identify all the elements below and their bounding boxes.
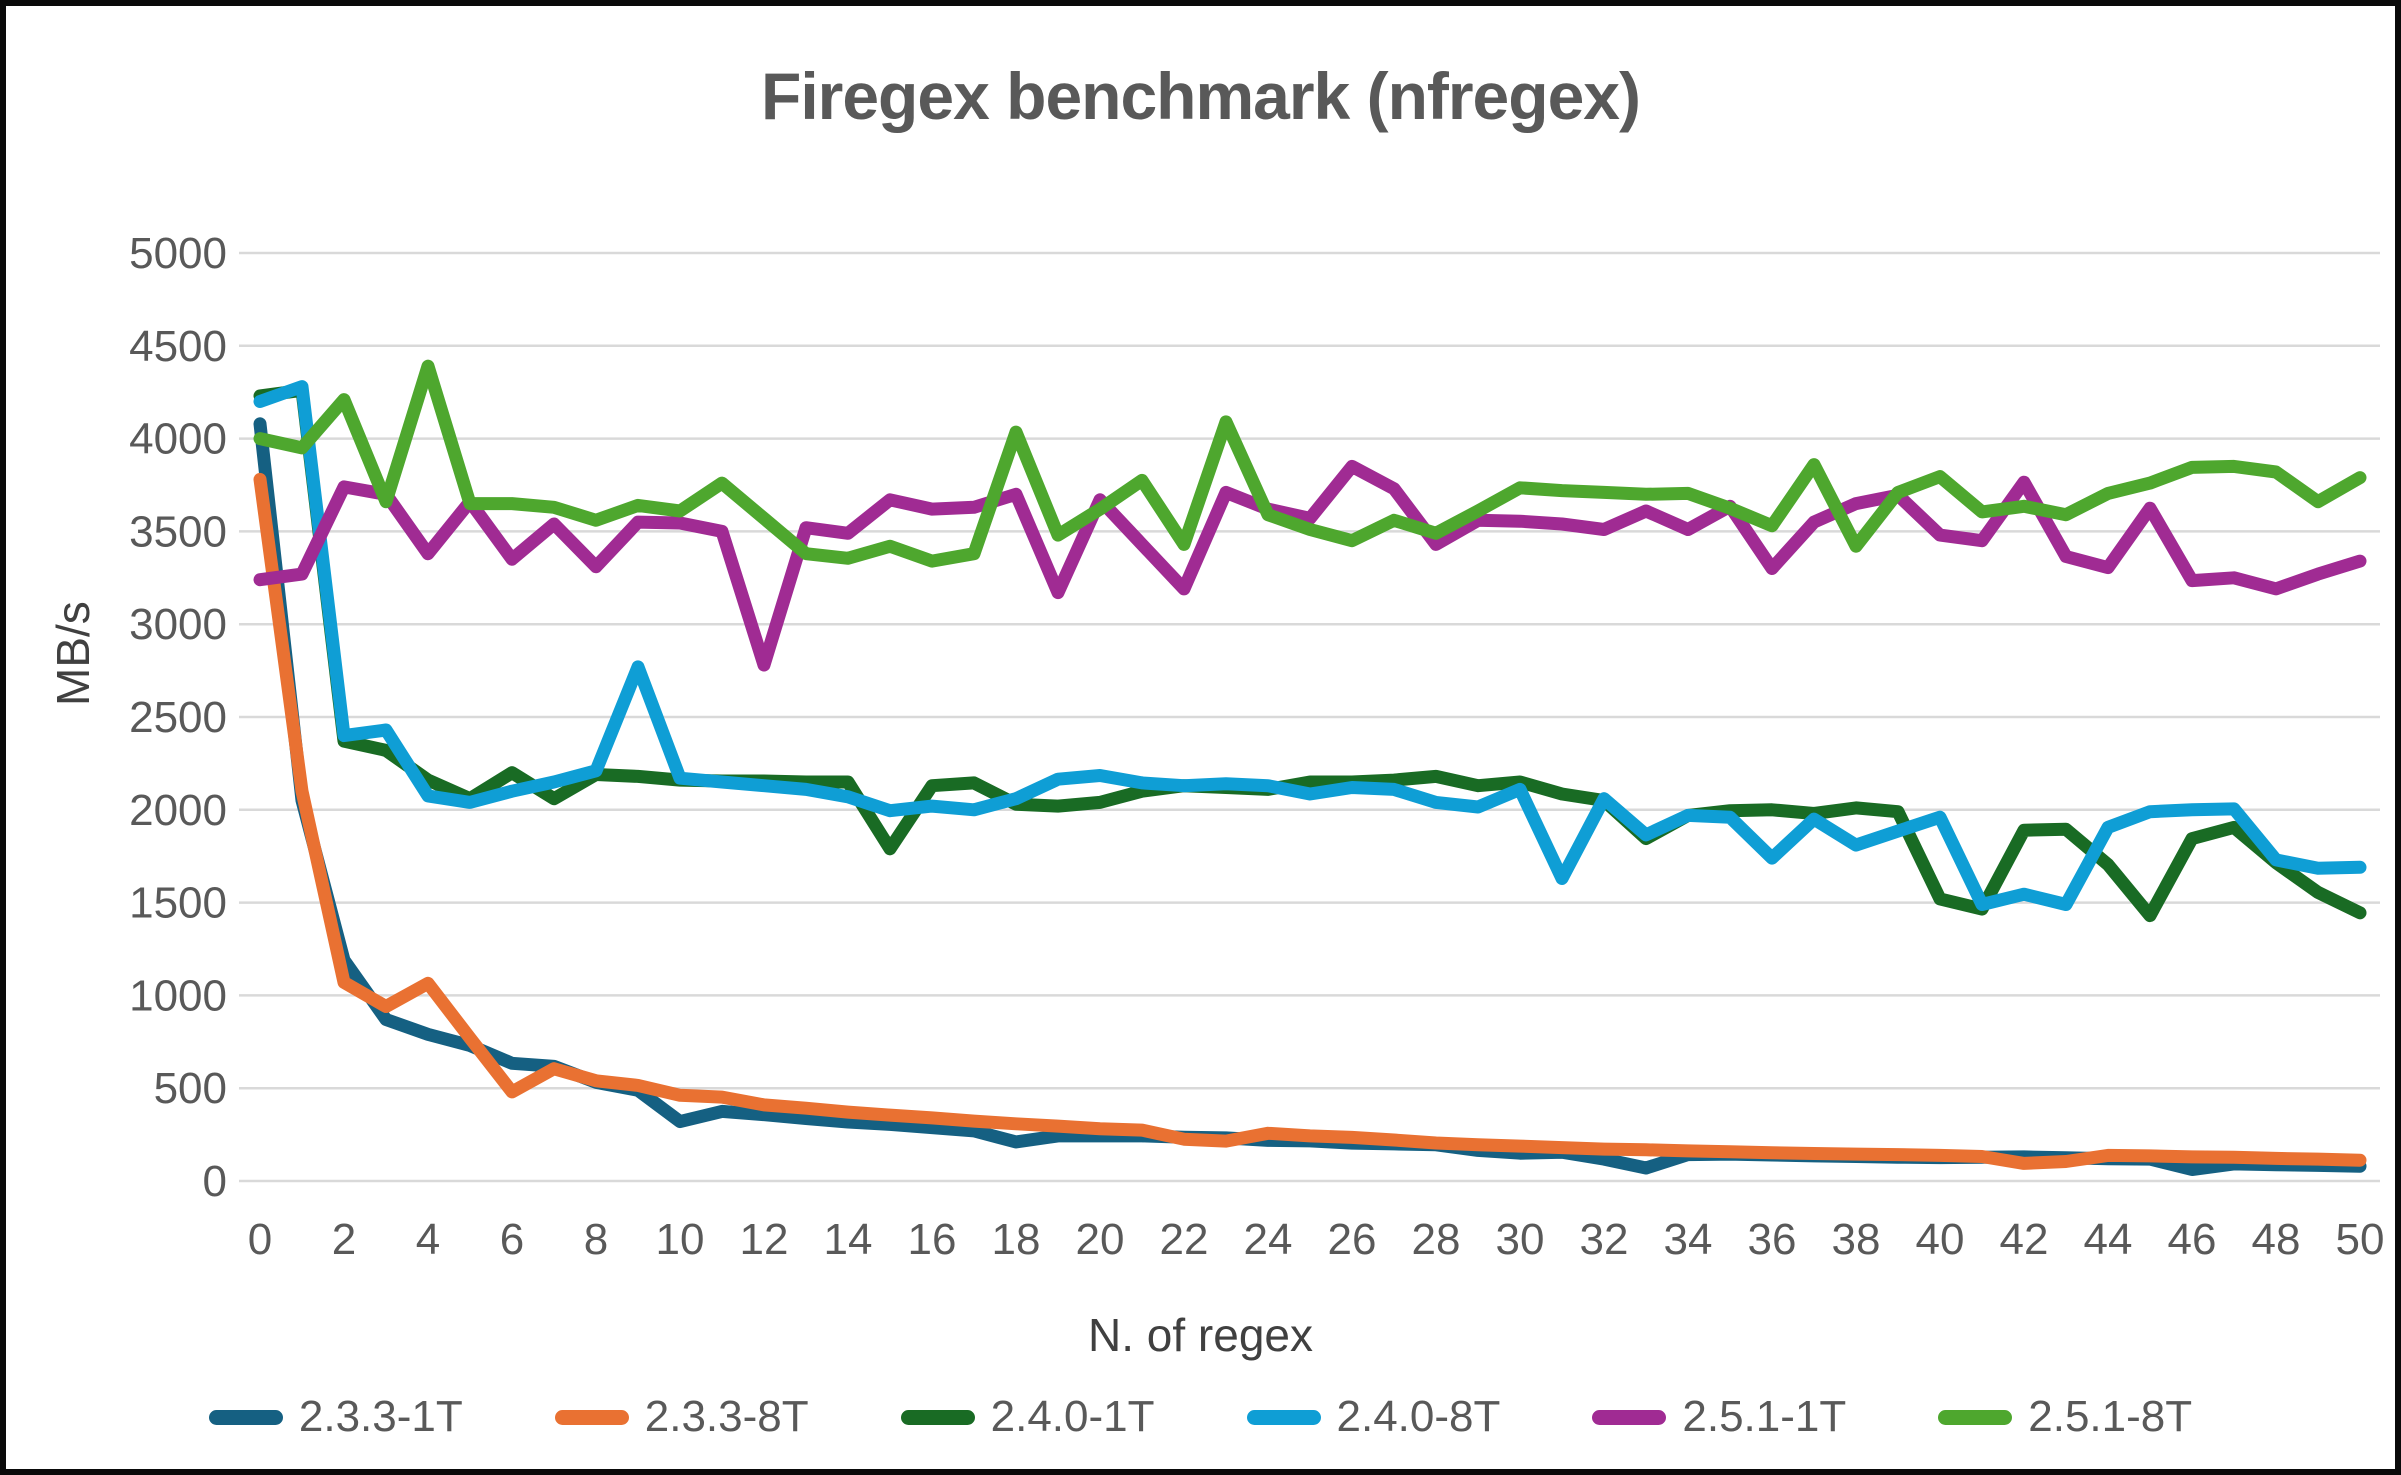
x-tick-label-32: 32	[1580, 1215, 1629, 1264]
y-tick-label-1000: 1000	[129, 971, 227, 1020]
x-tick-label-48: 48	[2252, 1215, 2301, 1264]
series-line-2.4.0-8T	[253, 380, 2367, 911]
x-tick-label-38: 38	[1832, 1215, 1881, 1264]
x-tick-label-30: 30	[1496, 1215, 1545, 1264]
series-line-2.5.1-1T	[253, 459, 2367, 672]
legend-label-2.4.0-1T: 2.4.0-1T	[990, 1392, 1155, 1441]
y-tick-label-4000: 4000	[129, 415, 227, 464]
series-line-2.4.0-1T	[253, 383, 2367, 923]
y-tick-label-0: 0	[203, 1157, 227, 1206]
x-tick-label-0: 0	[248, 1215, 272, 1264]
y-tick-label-500: 500	[154, 1064, 227, 1113]
series-line-2.3.3-8T	[253, 472, 2367, 1170]
x-tick-label-18: 18	[992, 1215, 1041, 1264]
x-tick-label-40: 40	[1916, 1215, 1965, 1264]
legend-item-2.5.1-8T: 2.5.1-8T	[1938, 1392, 2192, 1442]
y-tick-label-5000: 5000	[129, 229, 227, 278]
x-tick-label-6: 6	[500, 1215, 524, 1264]
legend-label-2.5.1-1T: 2.5.1-1T	[1682, 1392, 1847, 1441]
legend-label-2.4.0-8T: 2.4.0-8T	[1336, 1392, 1501, 1441]
y-axis-title: MB/s	[47, 601, 99, 706]
plot-area: 0500100015002000250030003500400045005000…	[129, 229, 2385, 1264]
x-tick-label-24: 24	[1244, 1215, 1293, 1264]
x-tick-label-14: 14	[824, 1215, 873, 1264]
x-tick-label-26: 26	[1328, 1215, 1377, 1264]
legend-swatch-2.3.3-8T	[554, 1409, 629, 1425]
legend-item-2.3.3-8T: 2.3.3-8T	[554, 1392, 809, 1442]
x-tick-label-4: 4	[416, 1215, 440, 1264]
series-line-2.5.1-8T	[253, 359, 2367, 568]
legend-label-2.3.3-8T: 2.3.3-8T	[644, 1392, 809, 1441]
legend-swatch-2.4.0-1T	[900, 1409, 975, 1425]
legend-swatch-2.3.3-1T	[208, 1409, 283, 1425]
y-tick-label-2000: 2000	[129, 786, 227, 835]
y-tick-label-1500: 1500	[129, 879, 227, 928]
y-tick-label-2500: 2500	[129, 693, 227, 742]
legend-swatch-2.5.1-1T	[1592, 1409, 1667, 1425]
x-tick-label-34: 34	[1664, 1215, 1713, 1264]
x-tick-label-44: 44	[2084, 1215, 2133, 1264]
chart-title: Firegex benchmark (nfregex)	[761, 59, 1641, 133]
x-tick-label-16: 16	[908, 1215, 957, 1264]
legend-item-2.5.1-1T: 2.5.1-1T	[1592, 1392, 1846, 1442]
x-tick-label-20: 20	[1076, 1215, 1125, 1264]
x-tick-label-10: 10	[656, 1215, 705, 1264]
chart-legend: 2.3.3-1T 2.3.3-8T 2.4.0-1T 2.4.0-8T 2.5.1-1T…	[6, 1392, 2395, 1442]
x-tick-label-46: 46	[2168, 1215, 2217, 1264]
legend-item-2.4.0-8T: 2.4.0-8T	[1246, 1392, 1501, 1442]
legend-item-2.4.0-1T: 2.4.0-1T	[900, 1392, 1155, 1442]
x-tick-label-36: 36	[1748, 1215, 1797, 1264]
legend-swatch-2.5.1-8T	[1938, 1409, 2013, 1425]
y-tick-label-3500: 3500	[129, 507, 227, 556]
x-tick-label-50: 50	[2336, 1215, 2385, 1264]
x-tick-label-2: 2	[332, 1215, 356, 1264]
legend-label-2.5.1-8T: 2.5.1-8T	[2028, 1392, 2193, 1441]
x-tick-label-8: 8	[584, 1215, 608, 1264]
legend-swatch-2.4.0-8T	[1246, 1409, 1321, 1425]
x-tick-label-22: 22	[1160, 1215, 1209, 1264]
legend-label-2.3.3-1T: 2.3.3-1T	[298, 1392, 463, 1441]
x-tick-label-12: 12	[740, 1215, 789, 1264]
x-axis-title: N. of regex	[1088, 1309, 1313, 1361]
y-tick-label-3000: 3000	[129, 600, 227, 649]
y-tick-label-4500: 4500	[129, 322, 227, 371]
x-tick-label-42: 42	[2000, 1215, 2049, 1264]
x-tick-label-28: 28	[1412, 1215, 1461, 1264]
legend-item-2.3.3-1T: 2.3.3-1T	[208, 1392, 463, 1442]
